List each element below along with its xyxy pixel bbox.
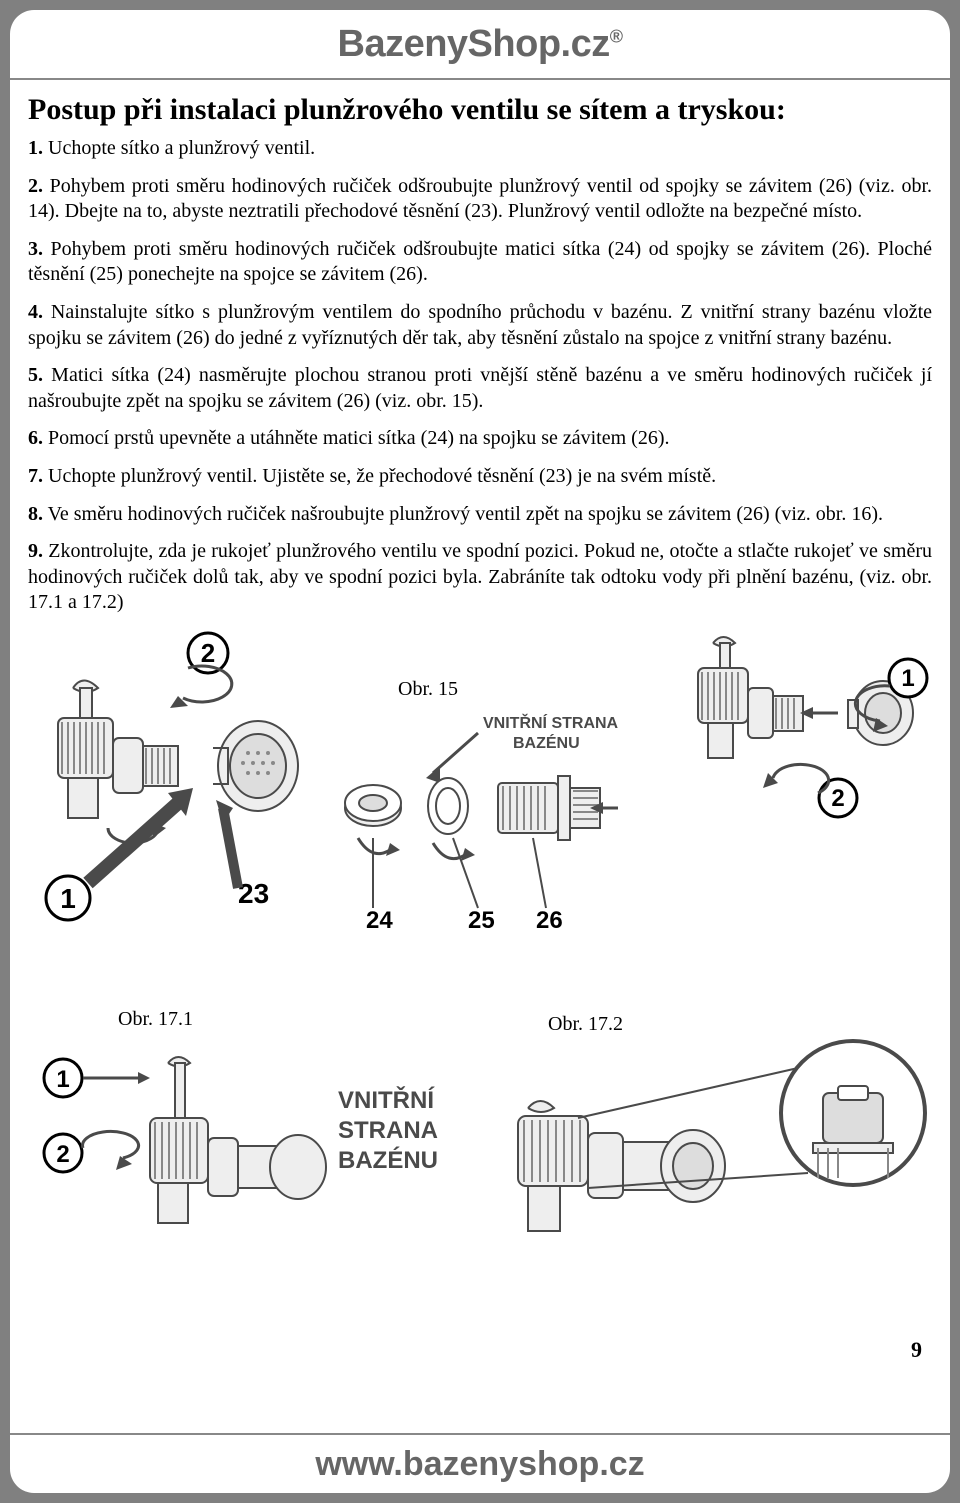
step-text: Uchopte plunžrový ventil. Ujistěte se, ž… (48, 465, 716, 487)
fig14-illustration: 2 (28, 628, 338, 958)
fig171-label: Obr. 17.1 (118, 1008, 193, 1031)
callout-2c: 2 (56, 1141, 69, 1168)
brand-logo: BazenyShop.cz® (338, 23, 623, 66)
step-5: 5. Matici sítka (24) nasměrujte plochou … (28, 363, 932, 414)
step-num: 5. (28, 364, 43, 386)
page-number: 9 (911, 1337, 922, 1363)
step-num: 4. (28, 301, 43, 323)
brand-text: BazenyShop.cz (338, 23, 610, 65)
section-title: Postup při instalaci plunžrového ventilu… (28, 92, 932, 128)
step-7: 7. Uchopte plunžrový ventil. Ujistěte se… (28, 464, 932, 490)
step-8: 8. Ve směru hodinových ručiček našroubuj… (28, 502, 932, 528)
step-3: 3. Pohybem proti směru hodinových ručiče… (28, 237, 932, 288)
callout-1b: 1 (901, 665, 914, 692)
footer-url: www.bazenyshop.cz (315, 1445, 644, 1484)
step-text: Pomocí prstů upevněte a utáhněte matici … (48, 427, 670, 449)
step-text: Zkontrolujte, zda je rukojeť plunžrového… (28, 540, 932, 613)
callout-2: 2 (201, 638, 215, 668)
inside-ml2: STRANA (338, 1117, 438, 1144)
fig172-illustration (468, 1038, 938, 1338)
step-num: 1. (28, 137, 43, 159)
fig171-illustration: 1 2 VNITŘNÍ (28, 1038, 468, 1338)
step-text: Matici sítka (24) nasměrujte plochou str… (28, 364, 932, 412)
part-23: 23 (238, 878, 269, 909)
step-text: Ve směru hodinových ručiček našroubujte … (48, 503, 883, 525)
part-25: 25 (468, 907, 495, 934)
fig15-illustration: VNITŘNÍ STRANA BAZÉNU (318, 698, 638, 978)
callout-2b: 2 (831, 785, 844, 812)
step-text: Uchopte sítko a plunžrový ventil. (48, 137, 315, 159)
step-num: 3. (28, 238, 43, 260)
step-6: 6. Pomocí prstů upevněte a utáhněte mati… (28, 426, 932, 452)
figure-row-1: Obr. 14 Obr. 15 Obr. 16 2 (28, 628, 932, 1008)
page-content: Postup při instalaci plunžrového ventilu… (10, 80, 950, 1433)
step-num: 2. (28, 175, 43, 197)
figure-row-2: Obr. 17.1 Obr. 17.2 1 2 (28, 1008, 932, 1388)
registered-mark: ® (610, 26, 623, 46)
step-num: 9. (28, 540, 43, 562)
page-footer: www.bazenyshop.cz (10, 1433, 950, 1493)
step-num: 7. (28, 465, 43, 487)
step-num: 6. (28, 427, 43, 449)
inside-pool-l1: VNITŘNÍ STRANA (483, 713, 619, 732)
fig16-illustration: 1 2 (638, 628, 948, 908)
step-text: Pohybem proti směru hodinových ručiček o… (28, 175, 932, 223)
step-1: 1. Uchopte sítko a plunžrový ventil. (28, 136, 932, 162)
callout-1: 1 (60, 883, 76, 914)
step-text: Pohybem proti směru hodinových ručiček o… (28, 238, 932, 286)
inside-ml1: VNITŘNÍ (338, 1086, 435, 1114)
page-header: BazenyShop.cz® (10, 10, 950, 80)
fig172-label: Obr. 17.2 (548, 1013, 623, 1036)
part-24: 24 (366, 907, 393, 934)
manual-page: BazenyShop.cz® Postup při instalaci plun… (10, 10, 950, 1493)
callout-1c: 1 (56, 1066, 69, 1093)
part-26: 26 (536, 907, 563, 934)
inside-ml3: BAZÉNU (338, 1146, 438, 1174)
step-2: 2. Pohybem proti směru hodinových ručiče… (28, 174, 932, 225)
step-9: 9. Zkontrolujte, zda je rukojeť plunžrov… (28, 539, 932, 616)
step-text: Nainstalujte sítko s plunžrovým ventilem… (28, 301, 932, 349)
step-4: 4. Nainstalujte sítko s plunžrovým venti… (28, 300, 932, 351)
inside-pool-l2: BAZÉNU (513, 733, 580, 752)
step-num: 8. (28, 503, 43, 525)
